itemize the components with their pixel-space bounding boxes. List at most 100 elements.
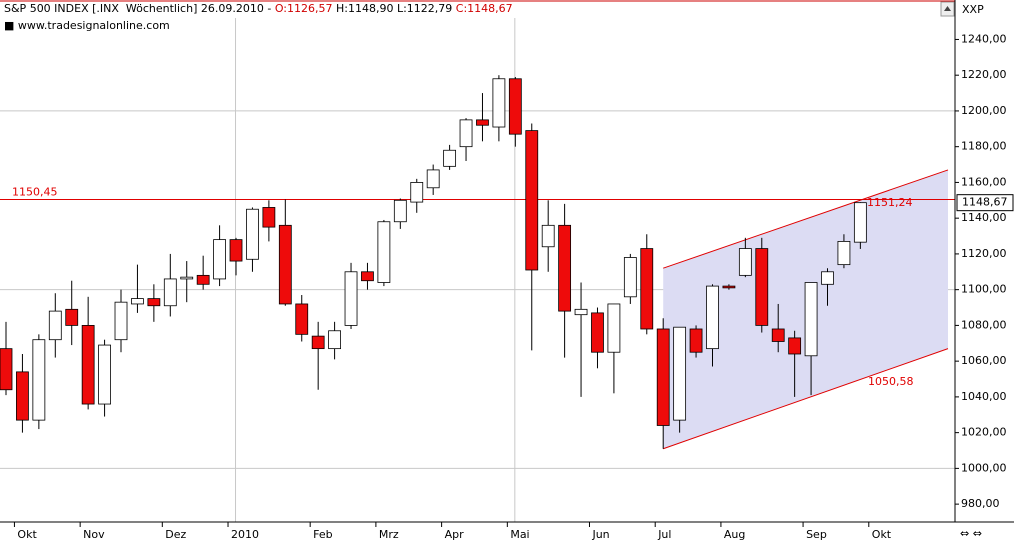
candle-body — [180, 276, 194, 280]
y-tick-label: 1200,00 — [961, 104, 1007, 117]
candle-body — [821, 271, 834, 285]
y-tick-label: 1080,00 — [961, 318, 1007, 331]
candle-body — [771, 328, 785, 342]
x-tick-label: Jul — [657, 528, 671, 541]
candle-body — [706, 285, 719, 350]
close-value: C:1148,67 — [456, 2, 513, 15]
y-tick-label: 1120,00 — [961, 247, 1007, 260]
candle-body — [689, 328, 703, 353]
candle-body — [837, 241, 851, 266]
candle-body — [213, 239, 226, 280]
x-tick-label: Okt — [872, 528, 892, 541]
x-tick-label: Aug — [724, 528, 745, 541]
last-price-label: 1148,67 — [962, 196, 1008, 209]
x-tick-label: Jun — [591, 528, 609, 541]
x-tick-label: Mrz — [379, 528, 399, 541]
candle-body — [574, 308, 588, 316]
candle-body — [262, 207, 276, 228]
high-value: H:1148,90 — [336, 2, 393, 15]
candle-body — [410, 182, 424, 203]
low-value: L:1122,79 — [397, 2, 452, 15]
y-tick-label: 1240,00 — [961, 32, 1007, 45]
candle-body — [81, 325, 95, 405]
level-label: 1150,45 — [12, 185, 58, 198]
axis-symbol: XXP — [962, 3, 984, 16]
candle-body — [16, 371, 29, 421]
candle-body — [656, 328, 670, 426]
candle-body — [722, 285, 736, 289]
candle-body — [788, 337, 802, 355]
source-url: www.tradesignalonline.com — [18, 19, 170, 32]
open-value: O:1126,57 — [275, 2, 333, 15]
candle-body — [328, 330, 342, 350]
candle-body — [508, 78, 522, 135]
x-tick-label: Dez — [165, 528, 186, 541]
candle-body — [246, 208, 259, 260]
candle-body — [344, 271, 358, 326]
candle-body — [673, 326, 687, 421]
zoom-icons[interactable]: ⇔ ⇔ — [960, 527, 982, 540]
candle-body — [278, 224, 292, 305]
last-price-box — [956, 194, 1014, 212]
channel-label: 1151,24 — [867, 196, 913, 209]
instrument: S&P 500 INDEX [.INX Wöchentlich] — [4, 2, 197, 15]
candle-body — [163, 278, 177, 307]
x-tick-label: Apr — [445, 528, 465, 541]
x-tick-label: Okt — [17, 528, 37, 541]
channel-lower — [663, 348, 949, 450]
y-tick-label: 1160,00 — [961, 175, 1007, 188]
candle-body — [607, 303, 621, 353]
candle-body — [229, 239, 243, 262]
candle-body — [804, 282, 818, 357]
source: ■ www.tradesignalonline.com — [4, 19, 170, 32]
channel-label: 1050,58 — [868, 375, 914, 388]
candle-body — [459, 119, 473, 148]
x-tick-label: Mai — [510, 528, 529, 541]
separator: - — [267, 2, 271, 15]
candle-body — [32, 339, 46, 421]
candle-body — [98, 344, 111, 405]
candle-body — [0, 348, 13, 391]
candle-body — [426, 169, 440, 189]
candle-body — [755, 248, 769, 326]
candle-body — [48, 310, 62, 341]
y-tick-label: 1140,00 — [961, 211, 1007, 224]
scroll-arrow — [944, 6, 951, 11]
candle-body — [492, 78, 506, 128]
candle-body — [443, 149, 457, 167]
candle-body — [114, 301, 128, 341]
candle-body — [377, 221, 391, 283]
y-tick-label: 1020,00 — [961, 426, 1007, 439]
candle-body — [738, 248, 752, 276]
candle-body — [640, 248, 654, 330]
header: S&P 500 INDEX [.INX Wöchentlich] 26.09.2… — [4, 2, 513, 15]
candle-body — [295, 303, 309, 335]
x-tick-label: 2010 — [231, 528, 259, 541]
x-tick-label: Nov — [83, 528, 105, 541]
date: 26.09.2010 — [201, 2, 264, 15]
candle-body — [361, 271, 374, 282]
y-tick-label: 980,00 — [961, 497, 1000, 510]
candle-body — [131, 298, 144, 305]
candle-body — [525, 130, 539, 271]
candle-body — [476, 119, 489, 126]
candle-body — [853, 202, 867, 243]
candle-body — [311, 335, 325, 350]
y-tick-label: 1000,00 — [961, 461, 1007, 474]
candle-body — [591, 312, 604, 353]
candle-body — [147, 298, 161, 307]
y-tick-label: 1220,00 — [961, 68, 1007, 81]
candle-body — [393, 199, 407, 223]
y-tick-label: 1180,00 — [961, 140, 1007, 153]
candle-body — [196, 274, 210, 285]
x-tick-label: Sep — [806, 528, 827, 541]
channel-upper — [663, 169, 949, 269]
candle-body — [623, 257, 637, 298]
candle-body — [558, 224, 572, 312]
candle-body — [65, 308, 79, 326]
candle-body — [541, 224, 555, 248]
x-tick-label: Feb — [313, 528, 332, 541]
y-tick-label: 1100,00 — [961, 283, 1007, 296]
y-tick-label: 1060,00 — [961, 354, 1007, 367]
